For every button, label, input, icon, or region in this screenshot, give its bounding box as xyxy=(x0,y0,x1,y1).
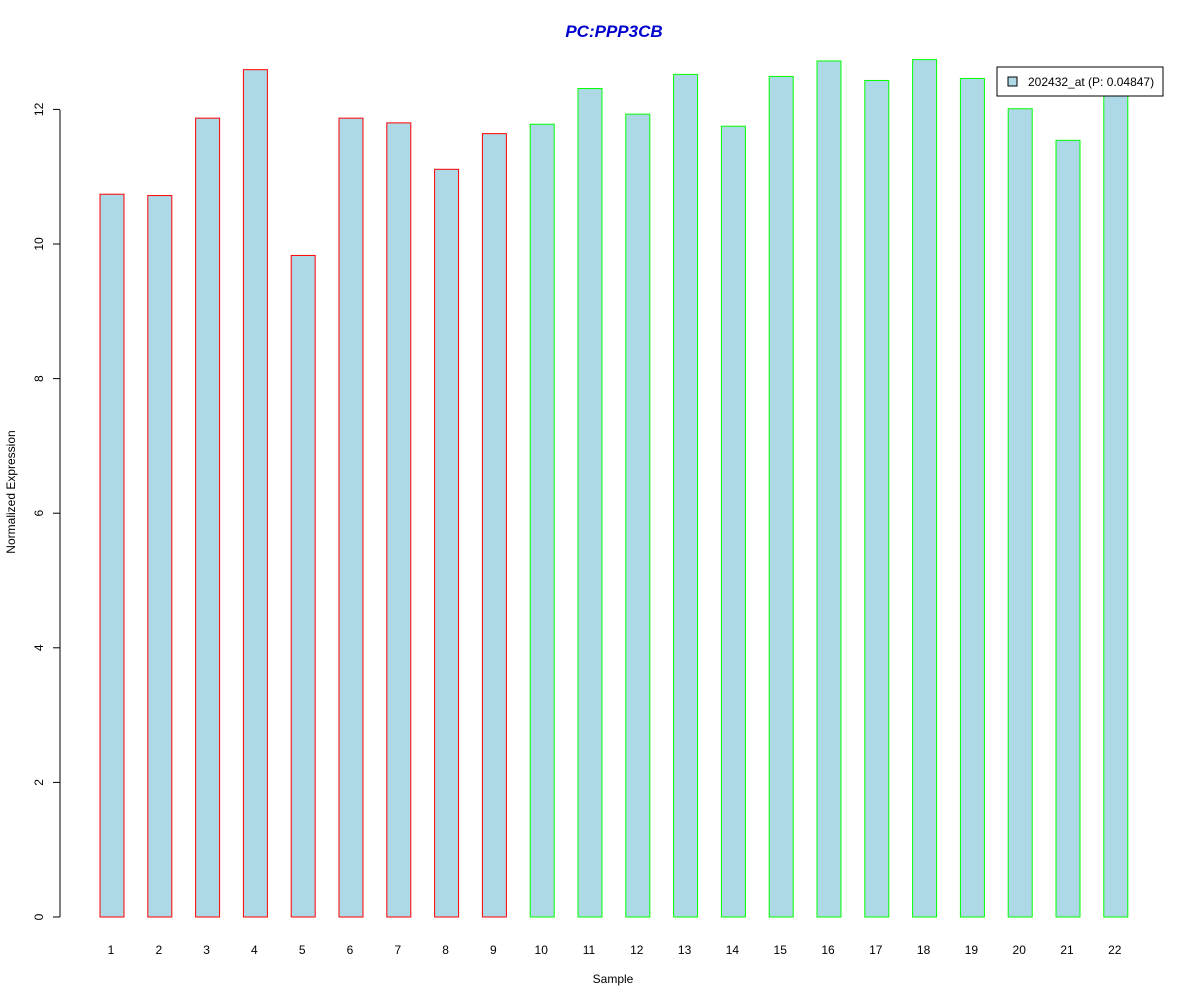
y-tick-label: 8 xyxy=(32,375,46,382)
bar xyxy=(816,60,842,918)
y-axis-title: Normalized Expression xyxy=(4,430,18,553)
bar xyxy=(529,123,555,918)
bar xyxy=(864,79,890,918)
x-tick-label: 13 xyxy=(678,943,692,957)
bar xyxy=(99,193,125,918)
x-tick-label: 16 xyxy=(821,943,835,957)
bar xyxy=(290,254,316,918)
bars-group xyxy=(99,59,1129,918)
legend-box xyxy=(996,66,1164,97)
x-tick-label: 3 xyxy=(203,943,210,957)
legend-swatch xyxy=(1007,76,1018,87)
y-tick-label: 6 xyxy=(32,510,46,517)
x-tick-label: 1 xyxy=(108,943,115,957)
legend: 202432_at (P: 0.04847) xyxy=(996,66,1164,97)
y-tick-label: 0 xyxy=(32,913,46,920)
x-tick-label: 11 xyxy=(583,943,596,957)
x-axis-tick-labels: 1 2 3 4 5 6 7 8 9 10 11 12 13 14 15 16 17 18 19 20 21 22 xyxy=(108,943,1122,957)
x-tick-label: 22 xyxy=(1108,943,1122,957)
x-tick-label: 14 xyxy=(726,943,740,957)
bar xyxy=(1103,91,1129,918)
y-tick-label: 10 xyxy=(32,237,46,251)
y-tick-label: 12 xyxy=(32,102,46,116)
x-tick-label: 18 xyxy=(917,943,931,957)
x-tick-label: 10 xyxy=(535,943,549,957)
x-tick-label: 21 xyxy=(1060,943,1074,957)
bar xyxy=(912,59,938,918)
legend-label: 202432_at (P: 0.04847) xyxy=(1028,75,1154,89)
x-tick-label: 17 xyxy=(869,943,883,957)
x-tick-label: 9 xyxy=(490,943,497,957)
bar xyxy=(481,133,507,918)
x-tick-label: 7 xyxy=(394,943,401,957)
x-tick-label: 15 xyxy=(774,943,788,957)
x-tick-label: 19 xyxy=(965,943,979,957)
chart-title: PC:PPP3CB xyxy=(565,22,662,41)
bar xyxy=(386,122,412,918)
bar xyxy=(242,69,268,918)
bar xyxy=(768,75,794,918)
x-axis-title: Sample xyxy=(593,972,634,986)
bar xyxy=(1007,108,1033,918)
bar xyxy=(1055,139,1081,918)
x-tick-label: 2 xyxy=(155,943,162,957)
bar xyxy=(338,117,364,918)
y-axis-ticks: 0 2 4 6 8 10 12 xyxy=(32,102,60,920)
x-tick-label: 12 xyxy=(630,943,644,957)
x-tick-label: 20 xyxy=(1013,943,1027,957)
bar xyxy=(195,117,221,918)
bar xyxy=(434,168,460,918)
bar xyxy=(147,195,173,918)
y-tick-label: 2 xyxy=(32,779,46,786)
bar xyxy=(625,113,651,918)
x-tick-label: 4 xyxy=(251,943,258,957)
x-tick-label: 5 xyxy=(299,943,306,957)
bar xyxy=(720,125,746,918)
bar xyxy=(673,73,699,918)
x-tick-label: 6 xyxy=(347,943,354,957)
bar xyxy=(577,88,603,918)
bar xyxy=(959,77,985,918)
y-tick-label: 4 xyxy=(32,644,46,651)
x-tick-label: 8 xyxy=(442,943,449,957)
